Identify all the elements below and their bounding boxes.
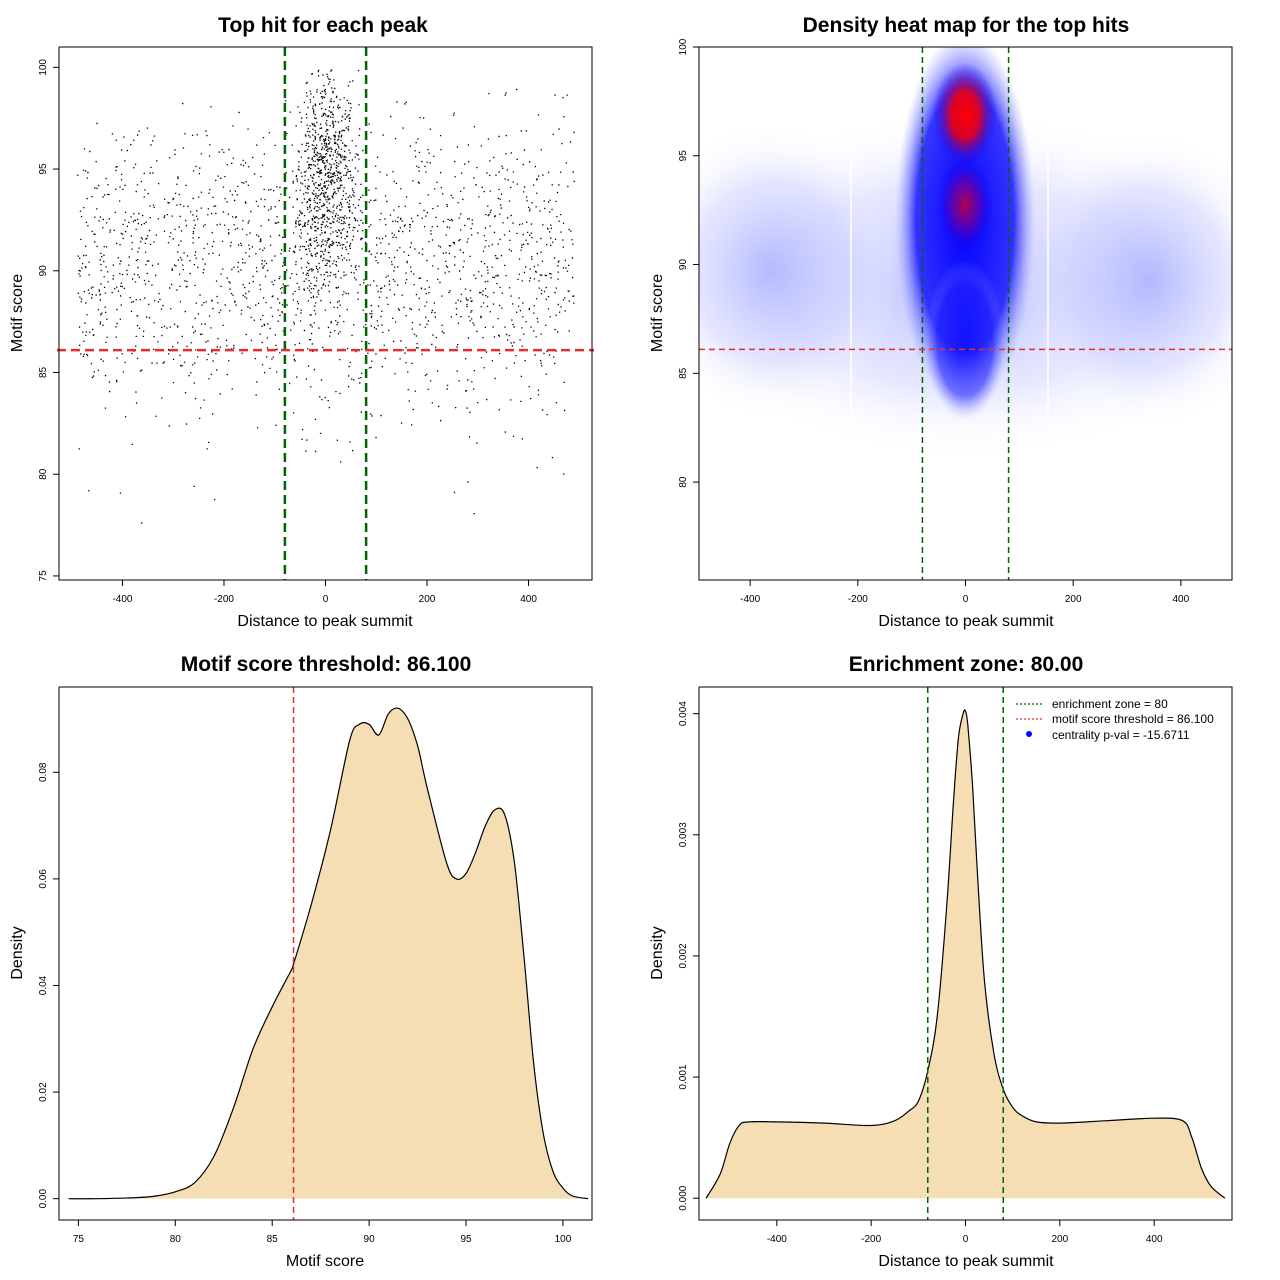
legend-threshold-label: motif score threshold = 86.100 <box>1052 712 1214 726</box>
x-tick-label: 100 <box>555 1234 572 1245</box>
distance-density-x-label: Distance to peak summit <box>878 1253 1054 1270</box>
y-tick-label: 0.04 <box>38 975 49 995</box>
distance-density-y-label: Density <box>649 926 666 979</box>
y-tick-label: 75 <box>38 570 49 582</box>
heatmap-column-base <box>925 260 1005 420</box>
y-tick-label: 0.00 <box>38 1189 49 1209</box>
y-tick-label: 0.08 <box>38 762 49 782</box>
x-tick-label: 200 <box>1065 594 1082 605</box>
score-density-plot <box>68 687 589 1220</box>
score-density-title: Motif score threshold: 86.100 <box>181 653 472 676</box>
y-tick-label: 90 <box>678 259 689 271</box>
heatmap-right-band <box>1020 130 1232 430</box>
y-tick-label: 0.02 <box>38 1082 49 1102</box>
x-tick-label: -200 <box>848 594 868 605</box>
heatmap-left-band <box>699 120 900 420</box>
density-curve <box>705 709 1226 1199</box>
heatmap-title: Density heat map for the top hits <box>803 14 1130 37</box>
y-tick-label: 85 <box>678 367 689 379</box>
y-tick-label: 100 <box>38 59 49 76</box>
y-tick-label: 0.001 <box>678 1064 689 1089</box>
x-tick-label: 200 <box>419 594 436 605</box>
distance-density-title: Enrichment zone: 80.00 <box>849 653 1084 676</box>
heatmap-peak-lower <box>937 157 993 253</box>
y-tick-label: 0.06 <box>38 869 49 889</box>
score-density-x-label: Motif score <box>286 1253 364 1270</box>
legend-zone-label: enrichment zone = 80 <box>1052 697 1168 711</box>
scatter-axes: -400 -200 0 200 400 75 80 85 90 95 100 <box>38 59 537 605</box>
heatmap-axes: -400 -200 0 200 400 80 85 90 95 100 <box>678 38 1190 605</box>
x-tick-label: 0 <box>963 1234 969 1245</box>
legend-pval-label: centrality p-val = -15.6711 <box>1052 728 1190 742</box>
y-tick-label: 0.002 <box>678 943 689 968</box>
heatmap-field <box>699 47 1232 460</box>
distance-density-panel: Enrichment zone: 80.00 -400 -200 0 200 400 0.… <box>649 653 1233 1270</box>
y-tick-label: 95 <box>678 150 689 162</box>
heatmap-panel: Density heat map for the top hits <box>649 14 1233 630</box>
x-tick-label: 75 <box>73 1234 85 1245</box>
heatmap-reference-lines <box>699 47 1232 580</box>
scatter-point-cloud <box>77 69 575 524</box>
x-tick-label: 400 <box>1173 594 1190 605</box>
y-tick-label: 0.004 <box>678 701 689 726</box>
y-tick-label: 100 <box>678 38 689 55</box>
x-tick-label: -200 <box>214 594 234 605</box>
scatter-panel: Top hit for each peak -400 -200 0 200 400 75 8… <box>9 14 594 630</box>
y-tick-label: 80 <box>38 468 49 480</box>
x-tick-label: -400 <box>740 594 760 605</box>
x-tick-label: 400 <box>520 594 537 605</box>
distance-density-plot <box>705 687 1226 1220</box>
score-density-y-label: Density <box>9 926 26 979</box>
scatter-plot-frame <box>58 46 593 581</box>
scatter-x-label: Distance to peak summit <box>237 613 413 630</box>
legend: enrichment zone = 80 motif score thresho… <box>1016 697 1214 742</box>
y-tick-label: 85 <box>38 366 49 378</box>
x-tick-label: -400 <box>112 594 132 605</box>
x-tick-label: 90 <box>364 1234 376 1245</box>
legend-pval-point <box>1026 731 1032 737</box>
score-density-panel: Motif score threshold: 86.100 75 80 85 90 95… <box>9 653 593 1270</box>
x-tick-label: 0 <box>963 594 969 605</box>
scatter-title: Top hit for each peak <box>218 14 428 37</box>
x-tick-label: 200 <box>1051 1234 1068 1245</box>
y-tick-label: 95 <box>38 163 49 175</box>
density-area <box>68 708 589 1199</box>
y-tick-label: 0.003 <box>678 822 689 847</box>
x-tick-label: -400 <box>767 1234 787 1245</box>
scatter-reference-lines <box>57 47 594 580</box>
density-area <box>706 709 1225 1199</box>
scatter-y-label: Motif score <box>9 274 26 352</box>
y-tick-label: 0.000 <box>678 1185 689 1210</box>
x-tick-label: 400 <box>1146 1234 1163 1245</box>
distance-density-axes: -400 -200 0 200 400 0.000 0.001 0.002 0.003 0.004 <box>678 701 1163 1245</box>
density-curve <box>68 707 589 1200</box>
x-tick-label: 85 <box>267 1234 279 1245</box>
x-tick-label: 80 <box>170 1234 182 1245</box>
y-tick-label: 90 <box>38 265 49 277</box>
heatmap-y-label: Motif score <box>649 274 666 352</box>
scatter-points <box>77 69 575 524</box>
x-tick-label: -200 <box>861 1234 881 1245</box>
heatmap-peak-upper <box>933 63 997 167</box>
heatmap-x-label: Distance to peak summit <box>878 613 1054 630</box>
score-density-axes: 75 80 85 90 95 100 0.00 0.02 0.04 0.06 0.08 <box>38 762 572 1245</box>
x-tick-label: 95 <box>460 1234 472 1245</box>
x-tick-label: 0 <box>323 594 329 605</box>
y-tick-label: 80 <box>678 476 689 488</box>
